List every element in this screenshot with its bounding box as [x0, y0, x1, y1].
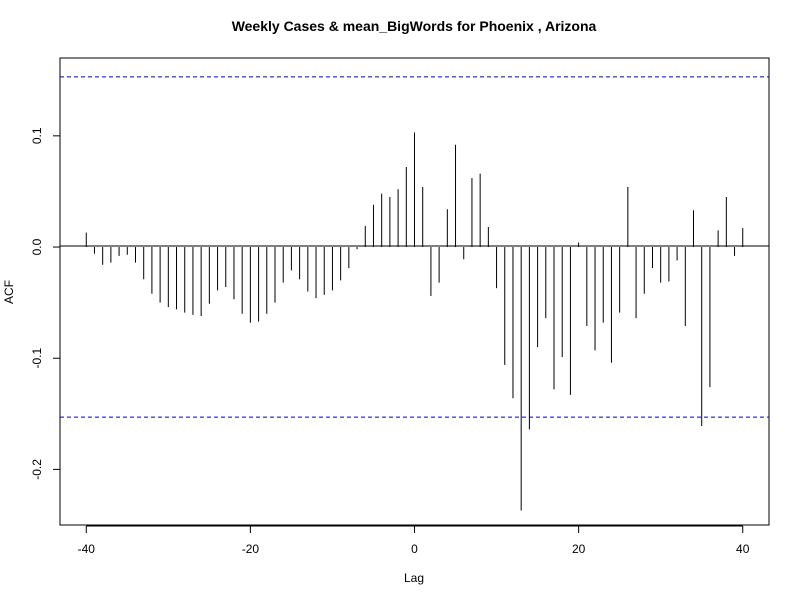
x-axis-label: Lag	[404, 571, 424, 585]
y-axis: -0.2 -0.1 0.0 0.1	[30, 127, 61, 480]
plot-frame	[59, 57, 770, 526]
y-tick-label: 0.0	[30, 238, 44, 255]
acf-bars	[85, 132, 744, 511]
x-tick-label: -40	[78, 542, 96, 556]
y-tick-label: -0.1	[30, 348, 44, 369]
y-tick-label: -0.2	[30, 459, 44, 480]
y-axis-label: ACF	[2, 280, 16, 304]
chart-title: Weekly Cases & mean_BigWords for Phoenix…	[232, 18, 597, 34]
y-tick-label: 0.1	[30, 127, 44, 144]
x-axis: -40 -20 0 20 40	[78, 525, 750, 556]
x-tick-label: 20	[572, 542, 586, 556]
x-tick-label: -20	[242, 542, 260, 556]
x-tick-label: 0	[411, 542, 418, 556]
x-tick-label: 40	[736, 542, 750, 556]
